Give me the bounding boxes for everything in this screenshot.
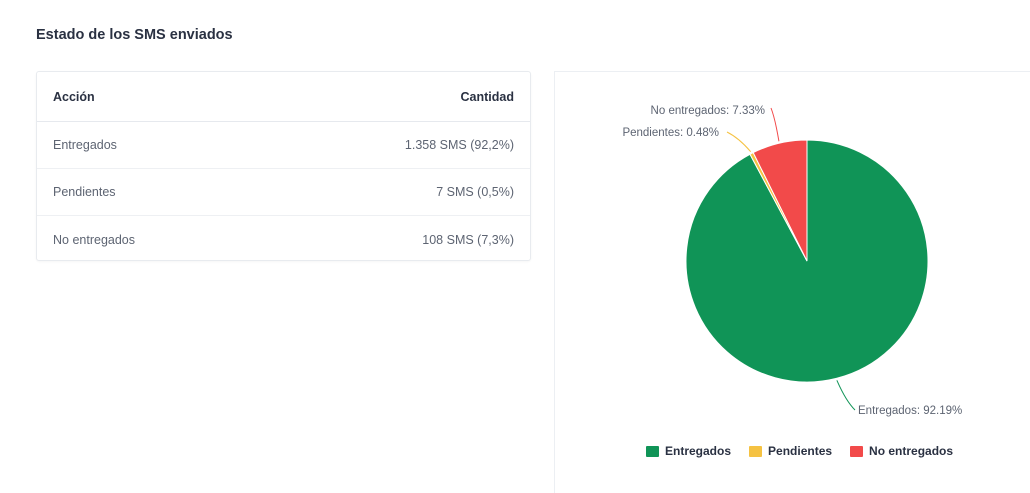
sms-status-table: Acción Cantidad Entregados 1.358 SMS (92…	[36, 71, 531, 261]
row-action: Pendientes	[53, 185, 116, 199]
row-amount: 1.358 SMS (92,2%)	[404, 138, 514, 152]
legend-label: No entregados	[869, 444, 954, 458]
legend-item-pendientes[interactable]: Pendientes	[749, 444, 832, 458]
leader-line-pendientes	[726, 131, 752, 152]
legend-swatch	[749, 445, 763, 457]
legend-item-no-entregados[interactable]: No entregados	[850, 444, 953, 458]
row-amount: 7 SMS (0,5%)	[436, 185, 514, 199]
slice-label-entregados: Entregados: 92.19%	[858, 405, 962, 417]
chart-legend: Entregados Pendientes No entregados	[646, 444, 953, 458]
legend-label: Entregados	[665, 444, 732, 458]
slice-label-no-entregados: No entregados: 7.33%	[651, 105, 765, 117]
table-row: Entregados 1.358 SMS (92,2%)	[37, 122, 530, 169]
leader-line-no-entregados	[770, 107, 780, 142]
row-amount: 108 SMS (7,3%)	[422, 232, 514, 247]
pie-chart-card: Entregados: 92.19% Pendientes: 0.48% No en…	[554, 71, 1030, 493]
slice-label-pendientes: Pendientes: 0.48%	[622, 127, 719, 139]
page-title: Estado de los SMS enviados	[36, 27, 233, 43]
legend-swatch	[850, 445, 864, 457]
table-row: Pendientes 7 SMS (0,5%)	[37, 169, 530, 216]
column-header-amount: Cantidad	[460, 89, 514, 104]
pie-slice-no-entregados[interactable]	[752, 139, 808, 262]
column-header-action: Acción	[53, 89, 95, 104]
row-action: Entregados	[53, 138, 117, 152]
table-row: No entregados 108 SMS (7,3%)	[37, 216, 530, 263]
row-action: No entregados	[53, 232, 136, 247]
pie-chart: Entregados: 92.19% Pendientes: 0.48% No en…	[622, 105, 962, 417]
table-header-row: Acción Cantidad	[37, 72, 530, 122]
leader-line-entregados	[836, 380, 856, 411]
legend-swatch	[646, 445, 659, 457]
legend-label: Pendientes	[768, 444, 833, 458]
legend-item-entregados[interactable]: Entregados	[646, 444, 731, 458]
